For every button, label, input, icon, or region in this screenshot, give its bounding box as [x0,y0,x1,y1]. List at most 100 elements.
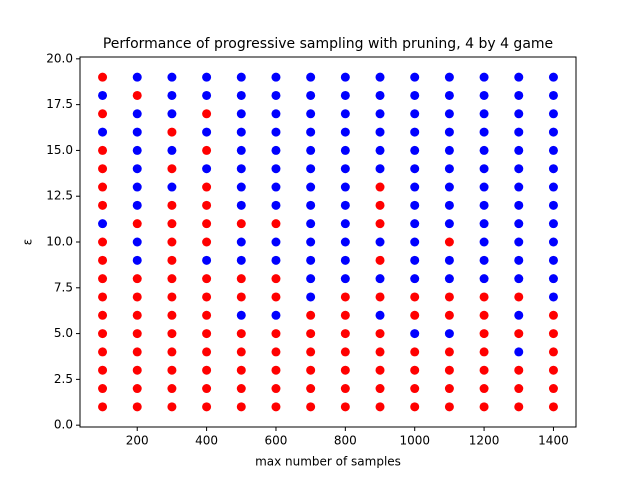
point [410,145,420,155]
point [98,384,108,394]
point [306,402,316,412]
point [479,164,489,174]
point [375,200,385,210]
point [340,274,350,284]
point [271,365,281,375]
y-tick-label: 12.5 [46,189,73,203]
y-tick-label: 5.0 [54,326,73,340]
point [514,109,524,119]
point [271,145,281,155]
point [410,127,420,137]
point [271,109,281,119]
point [410,237,420,247]
point [167,182,177,192]
point [132,145,142,155]
point [98,329,108,339]
point [514,329,524,339]
point [202,310,212,320]
point [167,384,177,394]
point [375,219,385,229]
point [548,182,558,192]
point [340,365,350,375]
point [98,274,108,284]
point [479,310,489,320]
point [271,219,281,229]
point [132,182,142,192]
point [98,365,108,375]
point [132,347,142,357]
point [202,127,212,137]
point [514,127,524,137]
point [202,402,212,412]
point [167,347,177,357]
point [479,200,489,210]
point [340,200,350,210]
point [514,255,524,265]
point [306,219,316,229]
point [340,384,350,394]
point [306,90,316,100]
point [98,292,108,302]
plot-frame [79,56,577,428]
point [375,90,385,100]
point [410,384,420,394]
point [444,274,454,284]
point [410,109,420,119]
point [306,255,316,265]
point [514,200,524,210]
point [236,127,246,137]
point [444,72,454,82]
point [271,402,281,412]
point [271,329,281,339]
point [548,127,558,137]
point [548,109,558,119]
point [306,72,316,82]
point [444,310,454,320]
point [98,310,108,320]
point [132,402,142,412]
point [375,145,385,155]
point [479,365,489,375]
point [410,182,420,192]
point [444,127,454,137]
point [548,255,558,265]
point [202,329,212,339]
point [236,329,246,339]
point [306,365,316,375]
point [548,365,558,375]
y-tick-label: 17.5 [46,97,73,111]
point [132,200,142,210]
x-tick-label: 1000 [399,434,430,448]
point [444,90,454,100]
point [98,402,108,412]
point [340,402,350,412]
point [167,255,177,265]
point [236,109,246,119]
point [202,347,212,357]
point [306,200,316,210]
point [514,145,524,155]
point [548,145,558,155]
point [271,90,281,100]
point [479,347,489,357]
point [236,200,246,210]
x-axis-label: max number of samples [255,455,401,469]
x-tick-label: 400 [195,434,218,448]
y-tick-label: 7.5 [54,280,73,294]
point [410,90,420,100]
point [410,164,420,174]
point [98,72,108,82]
point [514,310,524,320]
point [375,109,385,119]
point [548,237,558,247]
point [340,72,350,82]
point [375,384,385,394]
y-tick-label: 20.0 [46,51,73,65]
point [479,90,489,100]
point [479,127,489,137]
point [167,237,177,247]
point [375,329,385,339]
point [479,109,489,119]
point [479,237,489,247]
